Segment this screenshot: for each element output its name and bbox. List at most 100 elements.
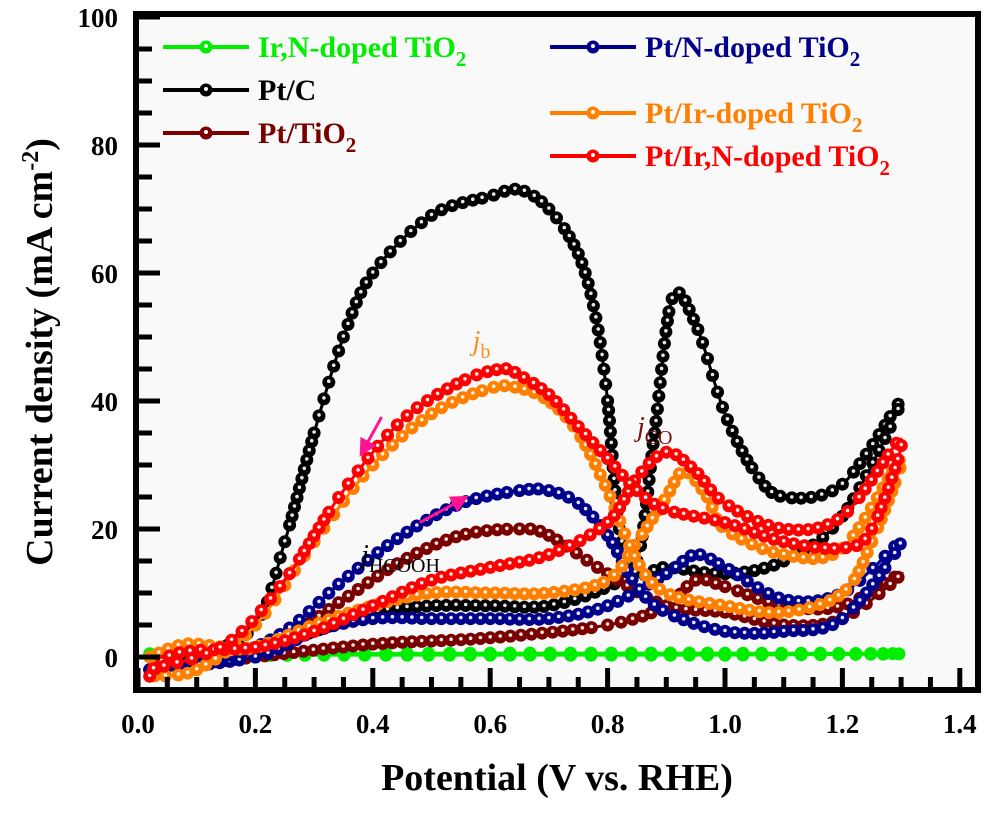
- data-point-highlight: [419, 615, 424, 620]
- data-point-highlight: [341, 616, 346, 620]
- data-point-highlight: [317, 413, 321, 417]
- data-point: [543, 648, 557, 662]
- y-tick-label: 40: [91, 387, 118, 417]
- data-point-highlight: [745, 578, 750, 583]
- data-point-highlight: [341, 644, 346, 648]
- legend-marker-highlight: [204, 87, 208, 91]
- data-point-highlight: [567, 233, 572, 238]
- data-point-highlight: [522, 188, 527, 192]
- legend-label: Ir,N-doped TiO2: [258, 31, 466, 71]
- data-point-highlight: [704, 577, 709, 581]
- data-point-highlight: [670, 295, 674, 300]
- y-axis-title-sup: -2: [18, 151, 44, 171]
- data-point-highlight: [603, 381, 608, 386]
- data-point-highlight: [156, 650, 161, 654]
- data-point-highlight: [295, 494, 299, 499]
- data-point-highlight: [503, 603, 507, 608]
- data-point-highlight: [845, 508, 850, 513]
- data-point-highlight: [630, 616, 635, 621]
- data-point-highlight: [752, 567, 757, 572]
- data-point-highlight: [615, 549, 620, 553]
- data-point-highlight: [801, 627, 806, 632]
- data-point-highlight: [297, 617, 302, 622]
- data-point-highlight: [615, 598, 620, 603]
- data-point: [584, 648, 598, 662]
- data-point-highlight: [708, 487, 713, 491]
- data-point-highlight: [395, 605, 400, 610]
- data-point-highlight: [702, 623, 707, 628]
- data-point-highlight: [781, 551, 786, 556]
- data-point-highlight: [473, 602, 478, 607]
- data-point-highlight: [449, 572, 453, 576]
- data-point-highlight: [583, 270, 587, 274]
- data-point-highlight: [591, 514, 595, 518]
- data-point-highlight: [508, 633, 513, 637]
- data-point-highlight: [667, 309, 671, 313]
- data-point-highlight: [569, 415, 573, 420]
- data-point-highlight: [727, 566, 731, 571]
- data-point-highlight: [302, 548, 307, 553]
- data-point-highlight: [661, 564, 665, 569]
- data-point-highlight: [459, 570, 463, 574]
- data-point-highlight: [801, 555, 806, 559]
- data-point-highlight: [166, 646, 170, 650]
- data-point-highlight: [689, 553, 693, 557]
- data-point-highlight: [659, 366, 664, 371]
- data-point-highlight: [474, 495, 479, 500]
- data-point-highlight: [698, 551, 702, 556]
- data-point-highlight: [683, 298, 687, 302]
- legend-marker-highlight: [204, 44, 208, 48]
- data-point-highlight: [791, 627, 796, 632]
- x-tick-label: 0.2: [239, 709, 273, 739]
- data-point-highlight: [361, 642, 365, 646]
- data-point-highlight: [602, 366, 606, 371]
- data-point-highlight: [556, 490, 561, 495]
- data-point-highlight: [687, 306, 691, 311]
- data-point-highlight: [366, 580, 370, 584]
- data-point-highlight: [811, 627, 815, 631]
- data-point-highlight: [532, 389, 536, 394]
- data-point-highlight: [622, 497, 626, 501]
- data-point-highlight: [875, 468, 880, 473]
- data-point-highlight: [419, 638, 424, 643]
- data-point-highlight: [600, 352, 604, 357]
- data-point-highlight: [796, 527, 801, 531]
- data-point-highlight: [657, 586, 662, 590]
- data-point-highlight: [312, 533, 316, 537]
- data-point-highlight: [637, 586, 642, 591]
- data-point-highlight: [865, 549, 869, 554]
- data-point-highlight: [572, 242, 576, 246]
- data-point-highlight: [613, 464, 617, 468]
- data-point: [701, 648, 714, 662]
- data-point: [463, 648, 477, 662]
- data-point-highlight: [380, 598, 385, 603]
- y-axis-title: Current density (mA cm-2): [18, 138, 61, 566]
- data-point-highlight: [851, 533, 855, 537]
- data-point: [422, 648, 435, 662]
- y-tick-label: 60: [91, 259, 118, 289]
- data-point-highlight: [607, 417, 612, 422]
- data-point-highlight: [189, 656, 194, 660]
- data-point-highlight: [312, 430, 316, 434]
- data-point-highlight: [424, 590, 429, 595]
- x-axis-ticks: 0.0 0.2 0.4 0.6 0.8 1.0 1.2 1.4: [121, 668, 977, 739]
- data-point-highlight: [364, 280, 369, 284]
- data-point-highlight: [371, 641, 375, 645]
- data-point-highlight: [331, 645, 336, 649]
- data-point-highlight: [716, 495, 721, 500]
- data-point-highlight: [735, 588, 740, 592]
- data-point-highlight: [864, 590, 869, 594]
- data-point-highlight: [327, 379, 331, 384]
- data-point: [663, 648, 677, 662]
- data-point-highlight: [491, 384, 496, 389]
- data-point-highlight: [380, 640, 385, 645]
- data-point-highlight: [612, 572, 616, 577]
- data-point-highlight: [661, 505, 665, 510]
- data-point-highlight: [896, 574, 900, 579]
- data-point-highlight: [603, 482, 607, 487]
- data-point-highlight: [684, 606, 688, 611]
- data-point-highlight: [858, 598, 862, 602]
- data-point-highlight: [875, 495, 880, 499]
- data-point-highlight: [886, 485, 891, 490]
- data-point-highlight: [218, 645, 222, 649]
